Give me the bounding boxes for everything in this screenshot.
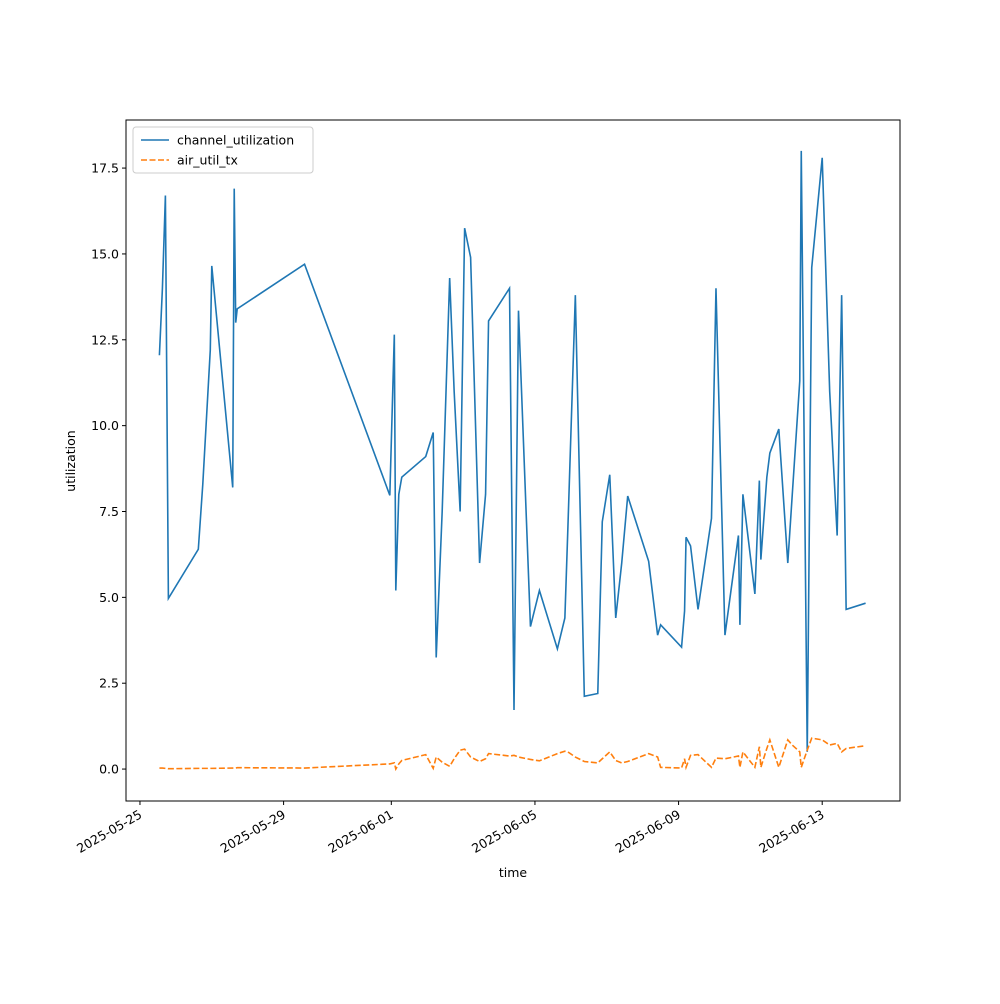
- legend-label: air_util_tx: [177, 153, 238, 168]
- y-tick-label: 15.0: [91, 246, 119, 261]
- series-line: [159, 737, 866, 772]
- x-axis-label: time: [499, 865, 528, 880]
- x-tick-label: 2025-06-13: [756, 807, 826, 856]
- y-tick-label: 7.5: [99, 504, 119, 519]
- y-axis-label: utilization: [63, 430, 78, 491]
- y-tick-label: 10.0: [91, 418, 119, 433]
- plot-frame: [125, 119, 901, 802]
- y-tick-label: 17.5: [91, 161, 119, 176]
- y-tick-label: 0.0: [99, 762, 119, 777]
- x-tick-label: 2025-06-01: [325, 807, 395, 856]
- series-line: [158, 150, 866, 752]
- y-tick-label: 2.5: [99, 676, 119, 691]
- x-tick-label: 2025-06-09: [613, 807, 683, 856]
- y-tick-label: 5.0: [99, 590, 119, 605]
- legend-box: [132, 126, 314, 174]
- x-tick-label: 2025-05-25: [74, 807, 144, 856]
- x-tick-label: 2025-06-05: [469, 807, 539, 856]
- y-tick-label: 12.5: [91, 332, 119, 347]
- legend-label: channel_utilization: [177, 133, 294, 148]
- x-tick-label: 2025-05-29: [218, 807, 288, 856]
